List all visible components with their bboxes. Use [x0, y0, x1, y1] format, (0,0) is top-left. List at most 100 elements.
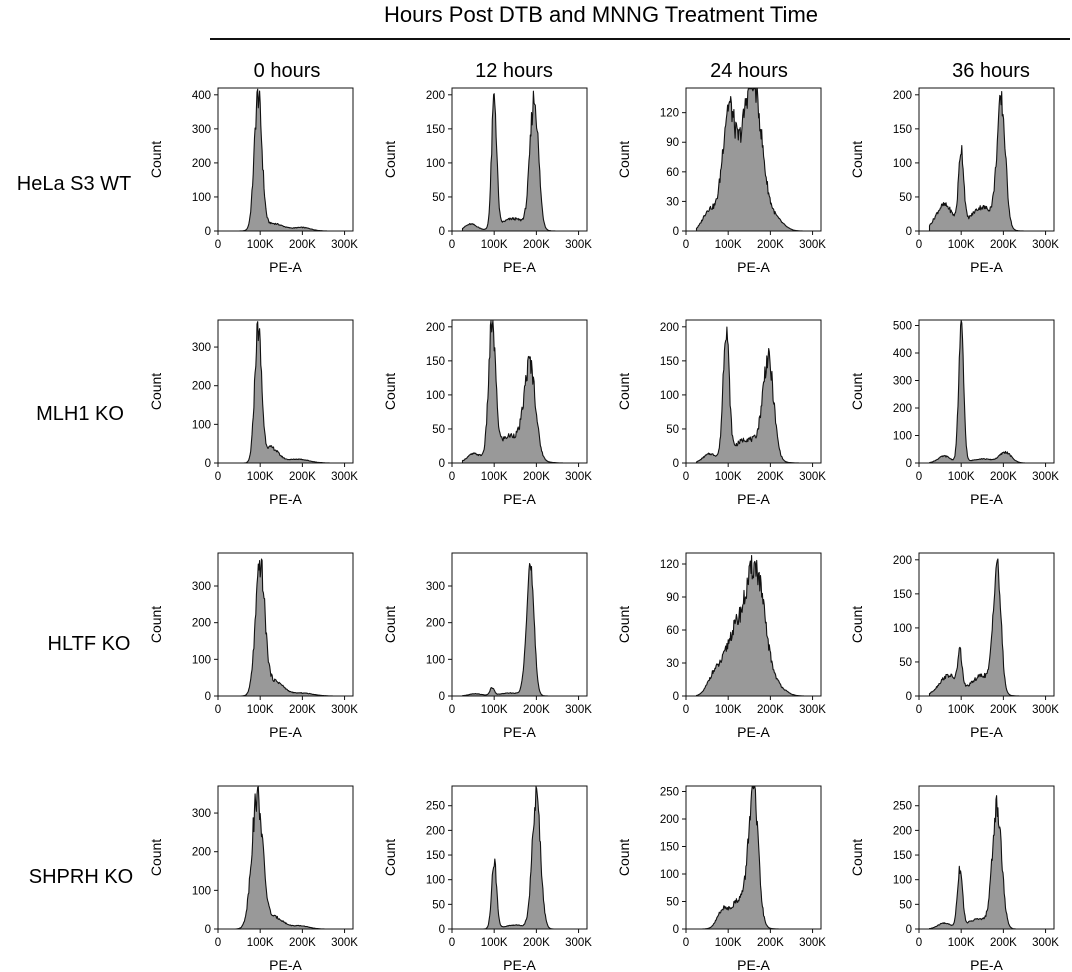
y-tick-label: 100 — [893, 431, 912, 443]
y-tick-label: 150 — [426, 356, 445, 368]
plot-frame — [217, 552, 354, 697]
y-tick-label: 30 — [666, 196, 679, 208]
x-axis-label: PE-A — [970, 957, 1003, 972]
plot-frame — [451, 785, 588, 930]
y-tick-label: 200 — [192, 381, 211, 393]
x-tick-label: 0 — [449, 937, 455, 949]
x-axis-label: PE-A — [503, 491, 536, 507]
x-tick-label: 200K — [523, 239, 550, 251]
y-tick-label: 100 — [192, 654, 211, 666]
y-axis-label: Count — [148, 373, 164, 410]
panel-mlh1-ko-24-hours: 0 50 100 150 200 0 100K 200K 300K Count PE-A — [616, 319, 826, 507]
histogram-area — [227, 88, 337, 232]
x-tick-label: 300K — [331, 239, 358, 251]
histogram-area — [695, 326, 805, 464]
histogram-area — [227, 321, 337, 464]
x-tick-label: 100K — [948, 471, 975, 483]
y-tick-label: 50 — [432, 899, 445, 911]
x-tick-label: 300K — [799, 704, 826, 716]
x-tick-label: 100K — [715, 471, 742, 483]
x-tick-label: 100K — [481, 239, 508, 251]
panel-mlh1-ko-0-hours: 0 100 200 300 0 100K 200K 300K Count PE-A — [148, 319, 358, 507]
y-tick-label: 0 — [205, 924, 211, 936]
y-tick-label: 200 — [192, 158, 211, 170]
y-tick-label: 100 — [893, 158, 912, 170]
y-axis-label: Count — [148, 606, 164, 643]
y-axis-label: Count — [382, 141, 398, 178]
x-tick-label: 0 — [683, 704, 689, 716]
histogram-area — [695, 786, 805, 930]
plot-frame — [685, 319, 822, 464]
y-tick-label: 400 — [893, 348, 912, 360]
y-tick-label: 0 — [439, 226, 445, 238]
plot-frame — [918, 319, 1055, 464]
plot-frame — [451, 552, 588, 697]
x-tick-label: 0 — [916, 239, 922, 251]
y-tick-label: 150 — [893, 124, 912, 136]
x-tick-label: 200K — [757, 704, 784, 716]
plot-frame — [918, 87, 1055, 232]
x-tick-label: 100K — [247, 704, 274, 716]
y-tick-label: 0 — [205, 458, 211, 470]
x-tick-label: 300K — [1032, 239, 1059, 251]
x-tick-label: 300K — [799, 239, 826, 251]
histogram-area — [928, 90, 1038, 232]
x-tick-label: 300K — [799, 471, 826, 483]
y-tick-label: 150 — [660, 356, 679, 368]
plot-frame — [217, 87, 354, 232]
y-axis-label: Count — [382, 373, 398, 410]
y-tick-label: 0 — [906, 691, 912, 703]
x-tick-label: 300K — [1032, 704, 1059, 716]
y-tick-label: 100 — [192, 419, 211, 431]
histogram-area — [461, 562, 571, 697]
x-tick-label: 0 — [683, 937, 689, 949]
x-tick-label: 300K — [1032, 937, 1059, 949]
y-tick-label: 300 — [192, 581, 211, 593]
y-tick-label: 0 — [673, 924, 679, 936]
y-axis-label: Count — [849, 839, 865, 876]
y-tick-label: 100 — [660, 390, 679, 402]
x-tick-label: 300K — [565, 704, 592, 716]
y-tick-label: 0 — [906, 924, 912, 936]
x-axis-label: PE-A — [737, 259, 770, 275]
y-tick-label: 100 — [192, 192, 211, 204]
x-tick-label: 100K — [715, 937, 742, 949]
x-tick-label: 300K — [565, 239, 592, 251]
x-tick-label: 0 — [215, 704, 221, 716]
x-tick-label: 100K — [715, 239, 742, 251]
x-tick-label: 200K — [990, 704, 1017, 716]
panel-mlh1-ko-36-hours: 0 100 200 300 400 500 0 100K 200K 300K Count PE-A — [849, 319, 1059, 507]
x-axis-label: PE-A — [970, 724, 1003, 740]
x-axis-label: PE-A — [503, 259, 536, 275]
histogram-area — [227, 786, 337, 930]
column-title-24h: 24 hours — [710, 60, 788, 82]
x-tick-label: 0 — [683, 239, 689, 251]
x-tick-label: 100K — [948, 937, 975, 949]
x-tick-label: 100K — [481, 937, 508, 949]
y-tick-label: 60 — [666, 625, 679, 637]
x-axis-label: PE-A — [970, 491, 1003, 507]
y-tick-label: 50 — [899, 657, 912, 669]
y-axis-label: Count — [616, 373, 632, 410]
figure-title: Hours Post DTB and MNNG Treatment Time — [384, 2, 818, 27]
x-tick-label: 0 — [916, 937, 922, 949]
y-tick-label: 50 — [432, 192, 445, 204]
x-tick-label: 100K — [715, 704, 742, 716]
x-axis-label: PE-A — [737, 724, 770, 740]
x-tick-label: 200K — [990, 471, 1017, 483]
y-tick-label: 100 — [893, 875, 912, 887]
y-tick-label: 300 — [893, 376, 912, 388]
y-tick-label: 100 — [426, 875, 445, 887]
y-tick-label: 200 — [660, 322, 679, 334]
y-tick-label: 0 — [439, 458, 445, 470]
y-tick-label: 100 — [192, 885, 211, 897]
y-tick-label: 0 — [673, 226, 679, 238]
x-tick-label: 200K — [289, 239, 316, 251]
y-tick-label: 0 — [439, 924, 445, 936]
y-tick-label: 120 — [660, 559, 679, 571]
x-tick-label: 100K — [247, 937, 274, 949]
y-tick-label: 100 — [660, 869, 679, 881]
plot-frame — [451, 319, 588, 464]
y-tick-label: 300 — [426, 581, 445, 593]
y-axis-label: Count — [616, 141, 632, 178]
